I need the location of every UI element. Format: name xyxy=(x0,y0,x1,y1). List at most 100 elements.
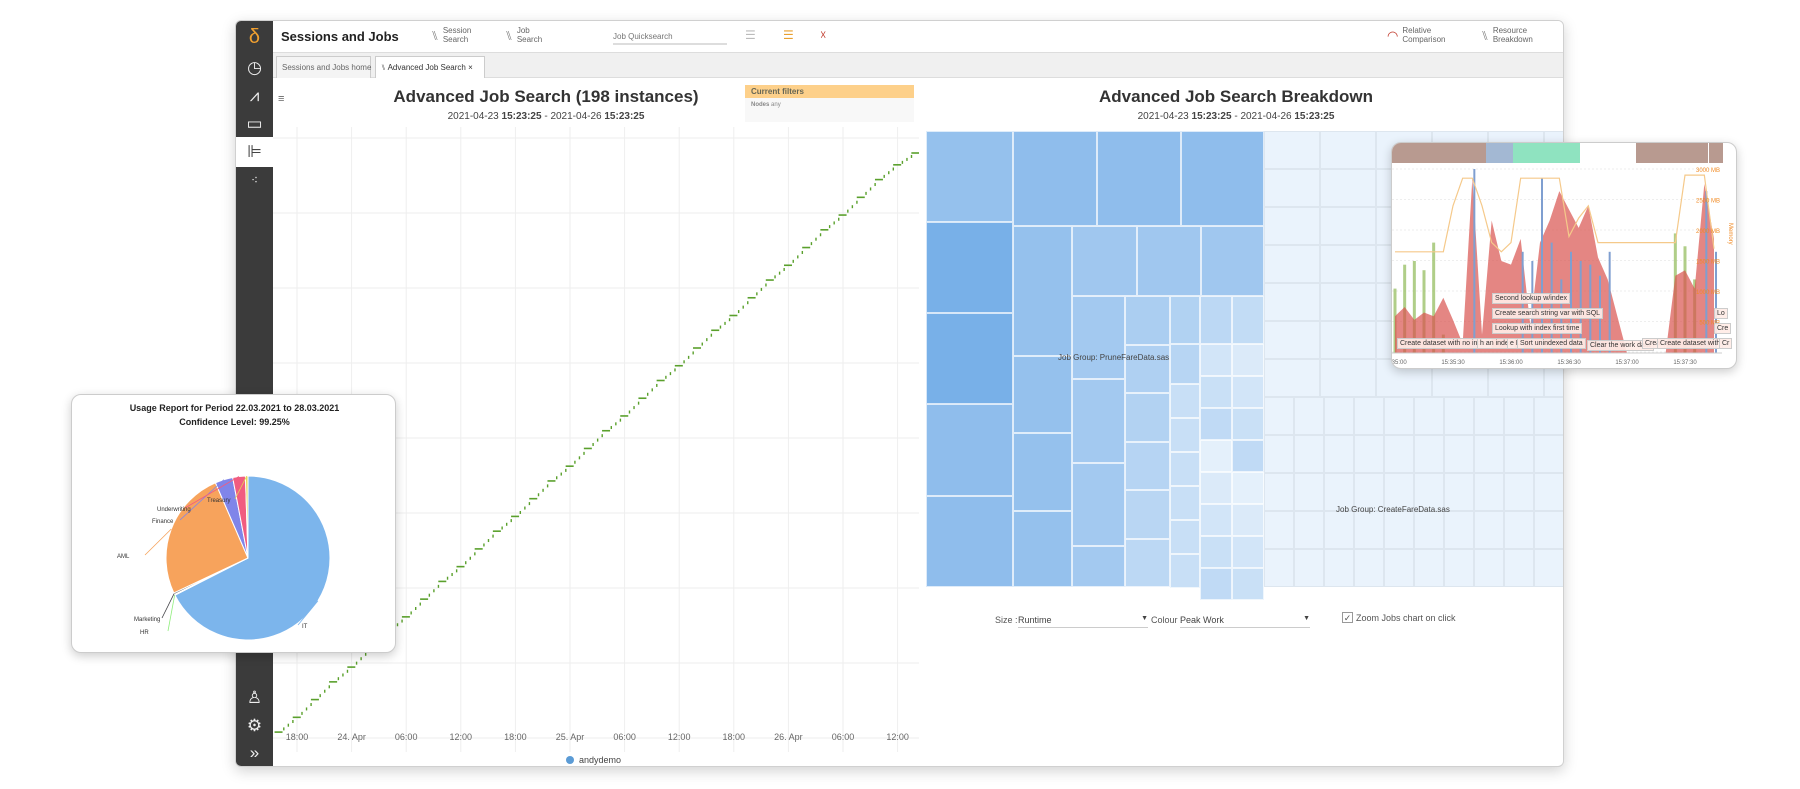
gantt-icon[interactable]: ☰ xyxy=(745,28,756,42)
treemap-cell[interactable] xyxy=(1072,463,1125,546)
treemap-cell[interactable] xyxy=(1504,549,1534,587)
job-step-label[interactable]: Sort unindexed data xyxy=(1517,338,1586,349)
pie-chart[interactable]: IT HR Marketing AML Finance Underwriting Treas… xyxy=(72,395,396,653)
checkbox-checked-icon[interactable]: ✓ xyxy=(1342,612,1353,623)
treemap-cell[interactable] xyxy=(1072,226,1137,296)
treemap-cell[interactable] xyxy=(1474,473,1504,511)
treemap-cell[interactable] xyxy=(1294,473,1324,511)
gantt-warning-icon[interactable]: ☰ xyxy=(783,28,794,42)
treemap-cell[interactable] xyxy=(1294,511,1324,549)
treemap-cell[interactable] xyxy=(1320,131,1376,169)
treemap-cell[interactable] xyxy=(1474,397,1504,435)
treemap-cell[interactable] xyxy=(1097,131,1181,226)
treemap-cell[interactable] xyxy=(1264,169,1320,207)
treemap-cell[interactable] xyxy=(1320,359,1376,397)
treemap-cell[interactable] xyxy=(1324,473,1354,511)
job-step-label[interactable]: Create search string var with SQL xyxy=(1492,308,1604,319)
treemap-cell[interactable] xyxy=(1200,408,1232,440)
treemap-cell[interactable] xyxy=(1384,435,1414,473)
treemap-cell[interactable] xyxy=(1534,397,1563,435)
job-step-label[interactable]: Cre xyxy=(1714,323,1732,334)
treemap-cell[interactable] xyxy=(1125,344,1170,393)
tab-sessions-home[interactable]: Sessions and Jobs home xyxy=(276,56,371,78)
treemap-cell[interactable] xyxy=(1504,435,1534,473)
treemap-cell[interactable] xyxy=(1170,520,1200,554)
treemap-cell[interactable] xyxy=(1232,408,1264,440)
treemap-cell[interactable] xyxy=(1264,207,1320,245)
treemap-cell[interactable] xyxy=(1354,549,1384,587)
treemap-cell[interactable] xyxy=(1200,344,1232,376)
job-step-label[interactable]: Second lookup w/index xyxy=(1492,293,1570,304)
treemap-cell[interactable] xyxy=(1232,344,1264,376)
treemap-cell[interactable] xyxy=(1414,397,1444,435)
treemap-cell[interactable] xyxy=(1444,435,1474,473)
treemap-cell[interactable] xyxy=(1534,473,1563,511)
treemap-cell[interactable] xyxy=(1474,511,1504,549)
treemap-cell[interactable] xyxy=(1444,397,1474,435)
treemap-cell[interactable] xyxy=(1013,433,1072,511)
treemap-cell[interactable] xyxy=(1414,549,1444,587)
job-timeline-chart[interactable] xyxy=(273,127,919,767)
treemap-cell[interactable] xyxy=(1384,549,1414,587)
treemap-cell[interactable] xyxy=(1200,440,1232,472)
treemap-cell[interactable] xyxy=(1072,379,1125,463)
treemap-cell[interactable] xyxy=(1232,376,1264,408)
treemap-cell[interactable] xyxy=(1294,397,1324,435)
treemap-cell[interactable] xyxy=(1170,296,1200,344)
colour-select[interactable]: Peak Work ▼ xyxy=(1180,615,1310,628)
treemap-cell[interactable] xyxy=(1324,397,1354,435)
treemap-cell[interactable] xyxy=(1201,226,1264,296)
treemap-cell[interactable] xyxy=(1264,549,1294,587)
treemap-cell[interactable] xyxy=(1125,296,1170,345)
treemap-cell[interactable] xyxy=(1354,511,1384,549)
treemap-cell[interactable] xyxy=(1264,245,1320,283)
size-select[interactable]: Runtime ▼ xyxy=(1018,615,1148,628)
treemap-cell[interactable] xyxy=(926,313,1013,404)
treemap-cell[interactable] xyxy=(1320,245,1376,283)
user-icon[interactable]: ♙ xyxy=(246,688,263,707)
chart-icon[interactable]: ⩘ xyxy=(249,86,260,105)
treemap-cell[interactable] xyxy=(1444,473,1474,511)
treemap-cell[interactable] xyxy=(1294,435,1324,473)
treemap-cell[interactable] xyxy=(1232,440,1264,472)
treemap-cell[interactable] xyxy=(1232,504,1264,536)
treemap-cell[interactable] xyxy=(1264,131,1320,169)
treemap-cell[interactable] xyxy=(1232,296,1264,344)
resource-usage-chart[interactable]: 15:35:00 15:35:30 15:36:00 15:36:30 15:37:00… xyxy=(1392,143,1737,369)
treemap-cell[interactable] xyxy=(1170,344,1200,384)
treemap-cell[interactable] xyxy=(1534,435,1563,473)
treemap-cell[interactable] xyxy=(1444,511,1474,549)
treemap-cell[interactable] xyxy=(1264,511,1294,549)
treemap-cell[interactable] xyxy=(1384,511,1414,549)
server-icon[interactable]: ▭ xyxy=(246,114,263,133)
treemap-cell[interactable] xyxy=(1354,473,1384,511)
treemap-cell[interactable] xyxy=(1324,511,1354,549)
treemap-cell[interactable] xyxy=(1320,169,1376,207)
session-search-button[interactable]: ⑊ Session Search xyxy=(431,26,471,44)
treemap-cell[interactable] xyxy=(1324,435,1354,473)
treemap-cell[interactable] xyxy=(1232,472,1264,504)
zoom-jobs-checkbox[interactable]: ✓ Zoom Jobs chart on click xyxy=(1342,612,1456,623)
job-step-label[interactable]: Create dataset with xyxy=(1657,338,1724,349)
job-quicksearch-input[interactable] xyxy=(613,29,727,45)
treemap-cell[interactable] xyxy=(1324,549,1354,587)
treemap-cell[interactable] xyxy=(1354,397,1384,435)
treemap-cell[interactable] xyxy=(1170,486,1200,520)
treemap-cell[interactable] xyxy=(1384,473,1414,511)
treemap-cell[interactable] xyxy=(1264,473,1294,511)
treemap-cell[interactable] xyxy=(1200,376,1232,408)
treemap-cell[interactable] xyxy=(1170,384,1200,418)
job-step-label[interactable]: Lo xyxy=(1714,308,1728,319)
treemap-cell[interactable] xyxy=(1474,435,1504,473)
legend-item-andydemo[interactable]: andydemo xyxy=(566,755,621,765)
tab-advanced-job-search[interactable]: ⑊ Advanced Job Search × xyxy=(375,56,485,78)
treemap-cell[interactable] xyxy=(1384,397,1414,435)
cluster-icon[interactable]: ⁖ xyxy=(250,173,259,187)
treemap-cell[interactable] xyxy=(1072,296,1125,379)
expand-chevrons-icon[interactable]: » xyxy=(249,743,260,762)
hamburger-menu-icon[interactable]: ≡ xyxy=(278,93,285,105)
close-icon[interactable]: × xyxy=(468,63,473,72)
treemap-cell[interactable] xyxy=(1264,397,1294,435)
treemap-cell[interactable] xyxy=(1125,490,1170,539)
treemap-cell[interactable] xyxy=(1072,546,1125,587)
